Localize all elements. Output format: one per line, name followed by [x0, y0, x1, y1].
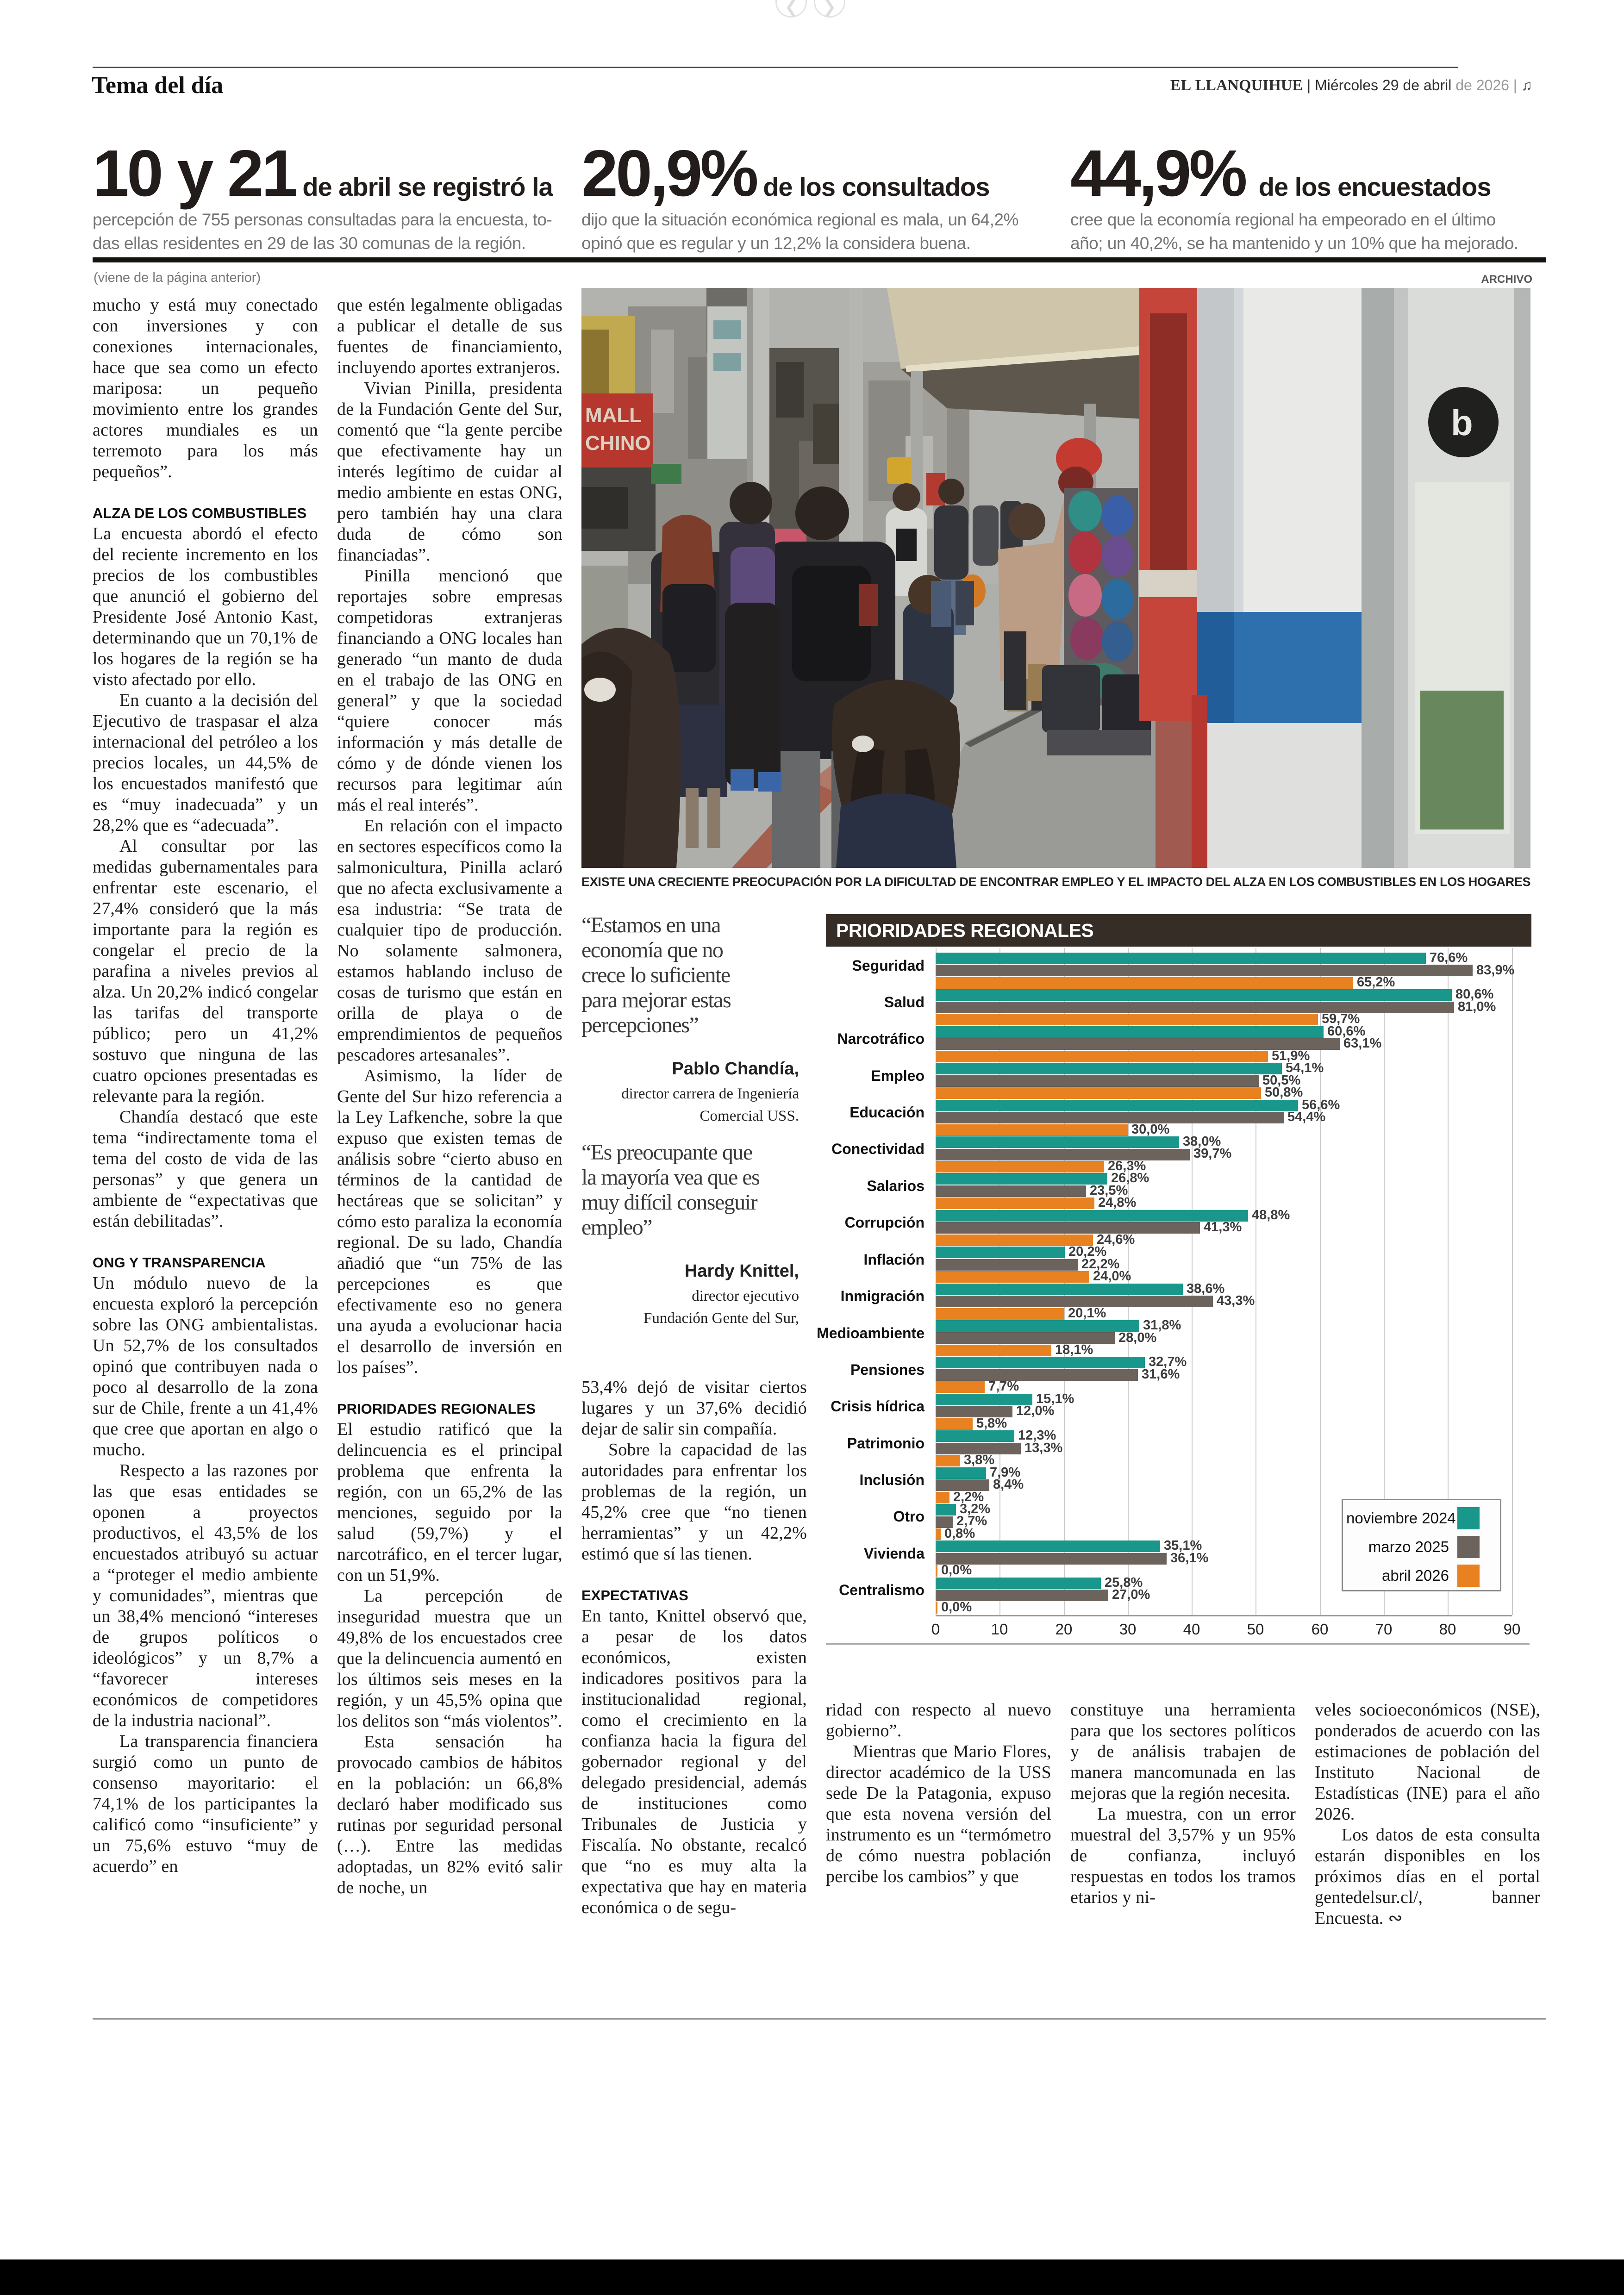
svg-text:b: b: [1451, 402, 1473, 443]
svg-text:CHINO: CHINO: [585, 432, 651, 455]
svg-text:MALL: MALL: [585, 404, 642, 427]
